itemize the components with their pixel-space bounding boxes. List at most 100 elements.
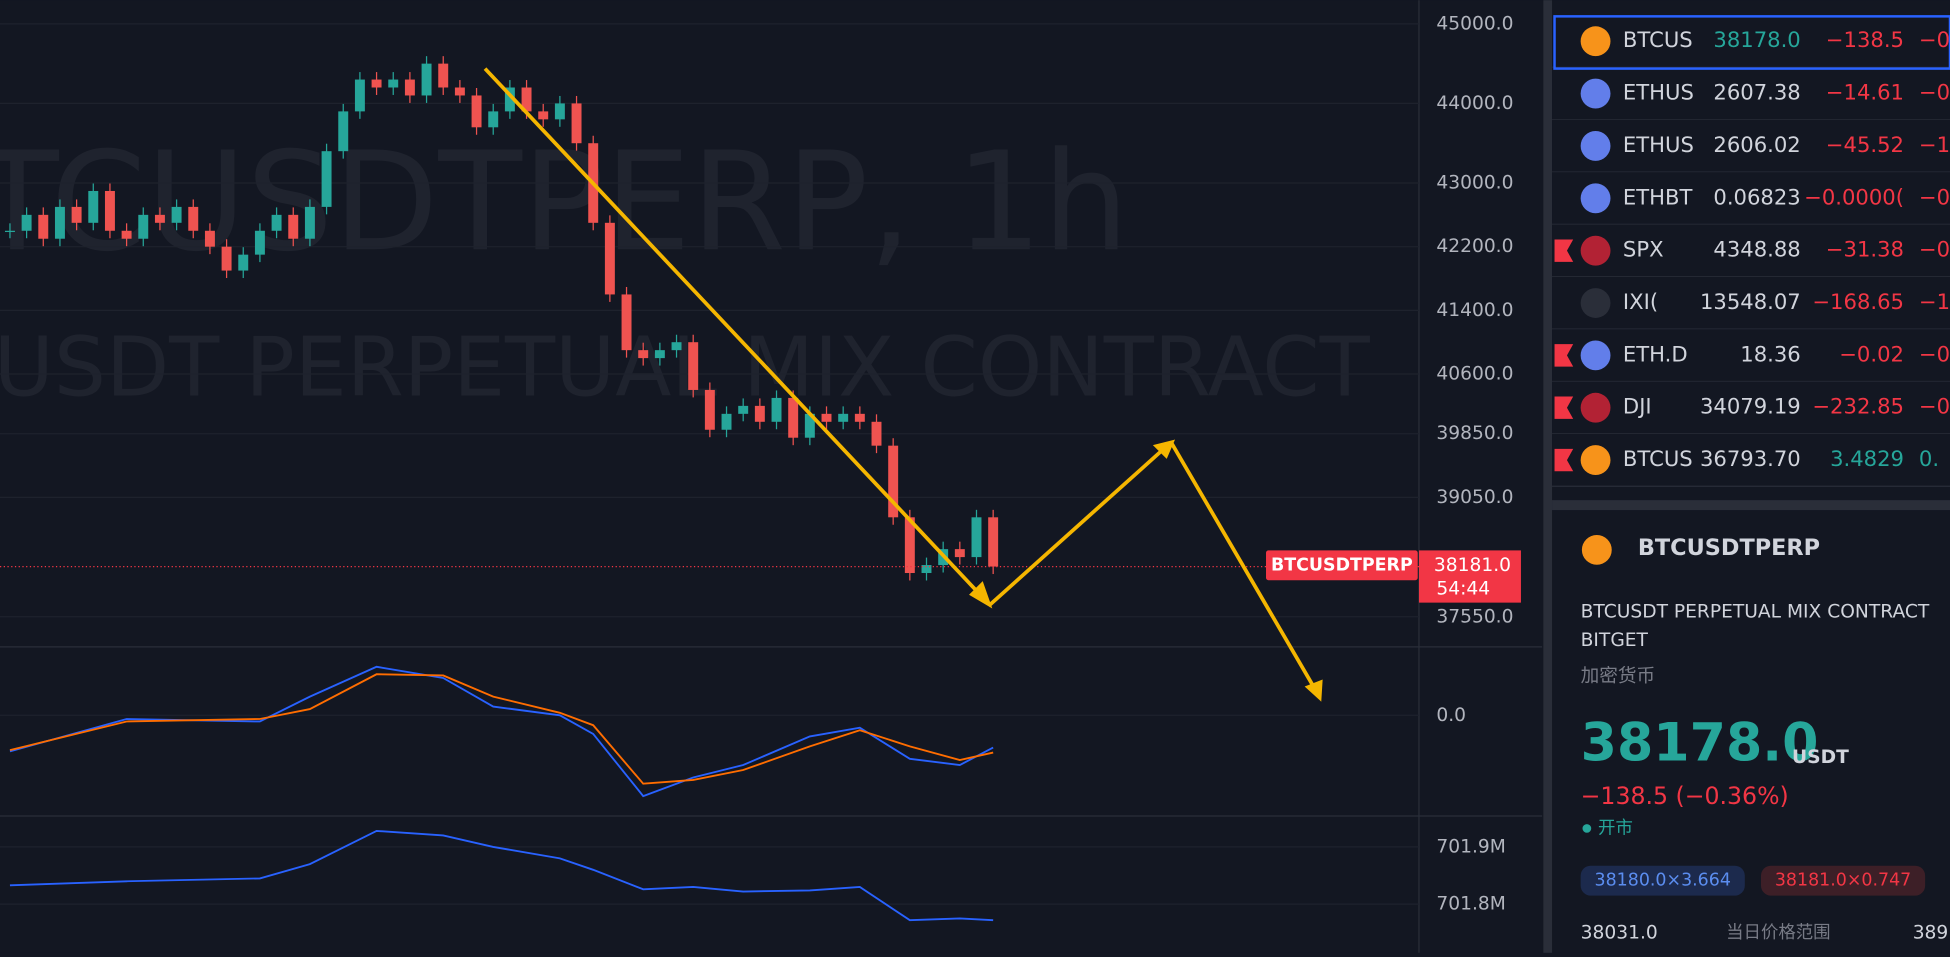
change: −0.02 [1839,341,1904,366]
last-price: 13548.07 [1700,289,1801,314]
y-tick-label: 41400.0 [1436,300,1513,321]
candle [704,389,715,430]
change: −168.65 [1812,289,1904,314]
detail-category: 加密货币 [1581,666,1656,687]
watermark-description: USDT PERPETUAL MIX CONTRACT [0,321,1371,416]
last-price: 38178.0 [1713,27,1800,52]
symbol-icon [1580,183,1611,214]
symbol-icon [1580,131,1611,161]
symbol: ETHBT [1623,184,1693,209]
watchlist-row[interactable] [1552,67,1950,120]
candle [421,63,432,96]
indicator-line [9,673,994,785]
change: −31.38 [1826,237,1904,262]
detail-symbol: BTCUSDTPERP [1638,535,1820,561]
detail-ask: 38181.0×0.747 [1775,871,1911,891]
change: −138.5 [1826,27,1904,52]
y-tick-label: 37550.0 [1436,606,1513,627]
detail-change: −138.5 (−0.36%) [1581,782,1789,810]
symbol: SPX [1623,237,1664,262]
watchlist-row[interactable] [1552,172,1950,225]
candle [171,206,182,223]
candle [504,87,515,112]
candle [21,214,32,231]
watchlist-row[interactable] [1552,329,1950,382]
y-tick-label: 39050.0 [1436,487,1513,508]
candle [571,103,582,144]
candle [838,413,849,422]
watchlist-row[interactable] [1552,224,1950,277]
candle [238,254,249,271]
detail-high: 389 [1913,922,1949,943]
countdown: 54:44 [1436,578,1490,599]
y-tick-label: 0.0 [1436,705,1466,726]
candle [388,79,399,88]
y-tick-label: 42200.0 [1436,236,1513,257]
candle [4,230,15,233]
price-tag [1418,550,1521,603]
last-price: 34079.19 [1700,394,1801,419]
candle [154,214,165,223]
watchlist-row[interactable] [1552,381,1950,434]
candle [921,565,932,574]
last-price: 18.36 [1740,341,1800,366]
watchlist-row[interactable] [1552,433,1950,487]
candle [71,206,82,223]
y-tick-label: 43000.0 [1436,173,1513,194]
watchlist-row[interactable] [1552,15,1950,68]
candle [888,445,899,518]
candle [404,79,415,96]
candle [638,350,649,359]
candle [671,342,682,351]
candle [438,63,449,88]
symbol-icon [1580,78,1611,109]
candle [54,206,65,239]
symbol: IXI( [1623,289,1658,314]
candle [488,111,499,128]
change-pct: −0. [1919,394,1950,419]
detail-status: 开市 [1598,818,1633,838]
candle [104,190,115,231]
y-tick-label: 44000.0 [1436,93,1513,114]
last-price: 2606.02 [1713,132,1800,157]
flag [1554,396,1574,419]
last-price: 4348.88 [1713,237,1800,262]
change: −14.61 [1826,80,1904,105]
candle [738,405,749,414]
change-pct: −1. [1919,132,1950,157]
candle [371,79,382,88]
candle [554,103,565,120]
symbol: ETH.D [1623,341,1688,366]
candle [988,517,999,567]
candle [321,151,332,207]
watchlist-row[interactable] [1552,119,1950,173]
candle [271,214,282,231]
detail-price: 38178.0 [1581,713,1819,773]
candle [304,206,315,239]
candle [188,206,199,231]
symbol-icon [1580,235,1611,266]
candle [38,214,49,239]
candle [621,294,632,351]
candle [454,87,465,96]
flag [1554,448,1574,472]
change-pct: −0. [1919,341,1950,366]
detail-exchange: BITGET [1581,630,1649,651]
candle [204,230,215,247]
change-pct: −0. [1919,27,1950,52]
change-pct: 0. [1919,446,1939,471]
indicator-line [9,829,994,922]
symbol: DJI [1623,394,1652,419]
candle [654,350,665,359]
candle [254,230,265,255]
candle [521,87,532,112]
candle [754,405,765,422]
detail-low: 38031.0 [1581,922,1658,943]
y-tick-label: 39850.0 [1436,423,1513,444]
change-pct: −0. [1919,237,1950,262]
y-tick-label: 45000.0 [1436,13,1513,34]
symbol-tag [1266,550,1418,581]
candle [954,549,965,558]
watchlist-row[interactable] [1552,276,1950,330]
